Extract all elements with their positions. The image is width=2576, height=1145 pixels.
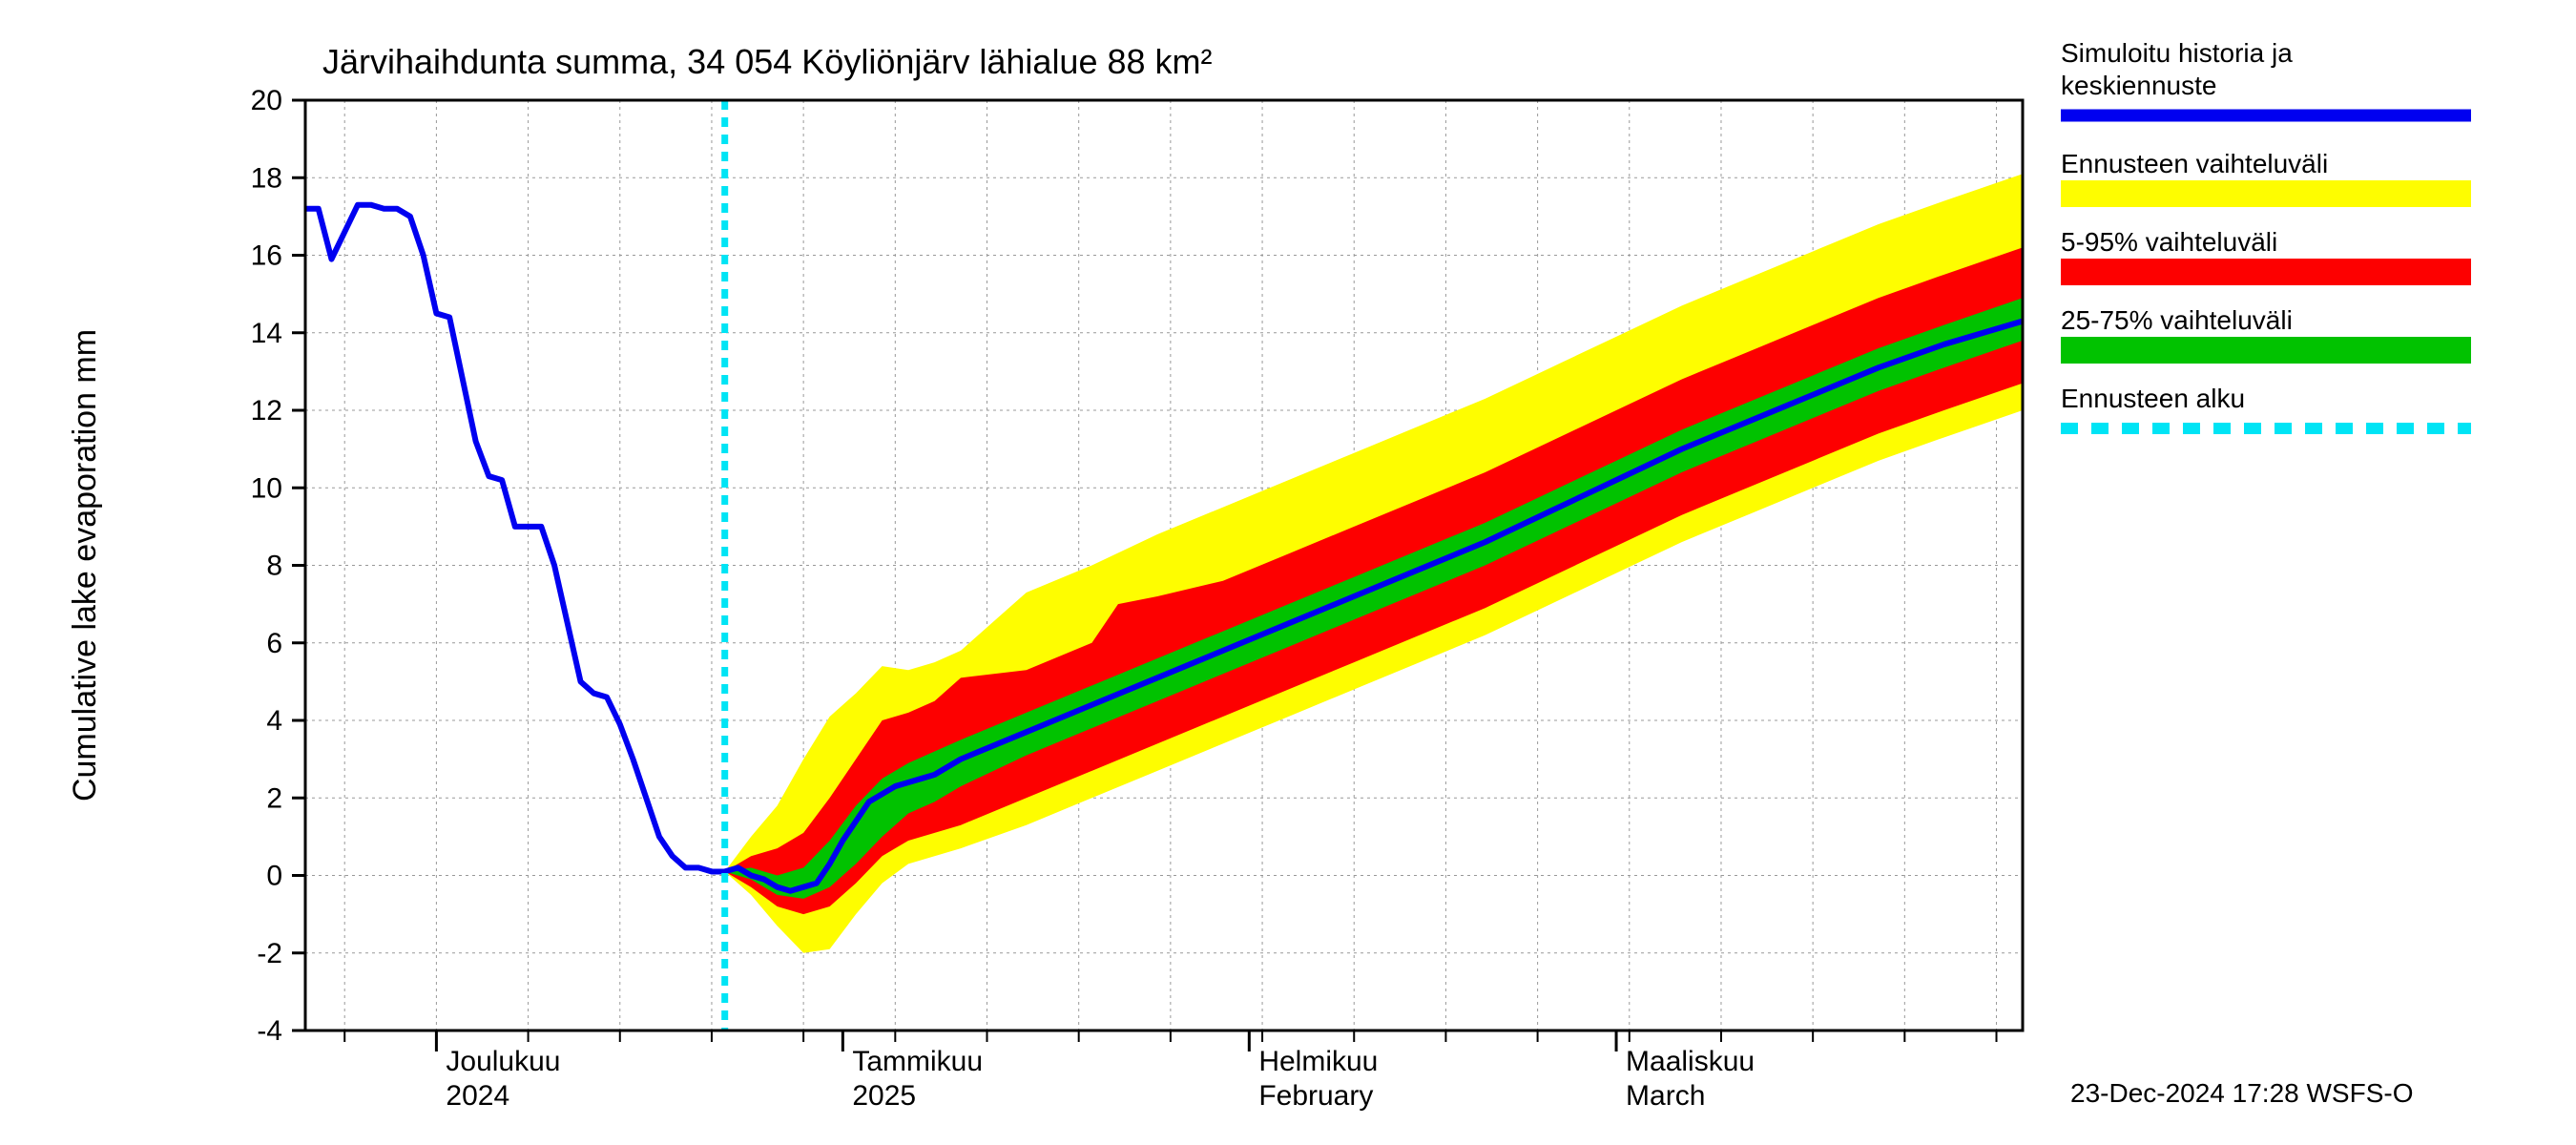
ytick-label: 18 bbox=[251, 162, 282, 194]
legend-label: Ennusteen alku bbox=[2061, 384, 2245, 413]
ytick-label: 14 bbox=[251, 318, 282, 349]
legend-label: 25-75% vaihteluväli bbox=[2061, 305, 2293, 335]
month-label-top: Helmikuu bbox=[1258, 1046, 1378, 1077]
ytick-label: 8 bbox=[266, 551, 282, 582]
month-label-bottom: 2024 bbox=[446, 1080, 509, 1112]
ytick-label: 20 bbox=[251, 85, 282, 116]
ytick-label: 0 bbox=[266, 861, 282, 892]
chart-title: Järvihaihdunta summa, 34 054 Köyliönjärv… bbox=[322, 42, 1213, 81]
month-label-top: Joulukuu bbox=[446, 1046, 560, 1077]
ytick-label: 10 bbox=[251, 472, 282, 504]
legend-swatch-icon bbox=[2061, 259, 2471, 285]
ytick-label: -2 bbox=[257, 938, 282, 969]
ytick-label: 4 bbox=[266, 705, 282, 737]
legend-label: Ennusteen vaihteluväli bbox=[2061, 149, 2328, 178]
month-label-top: Maaliskuu bbox=[1626, 1046, 1755, 1077]
month-label-bottom: February bbox=[1258, 1080, 1373, 1112]
ytick-label: 12 bbox=[251, 395, 282, 427]
month-label-bottom: 2025 bbox=[852, 1080, 916, 1112]
ytick-label: -4 bbox=[257, 1015, 282, 1047]
legend-label: Simuloitu historia ja bbox=[2061, 38, 2293, 68]
month-label-top: Tammikuu bbox=[852, 1046, 983, 1077]
ytick-label: 6 bbox=[266, 628, 282, 659]
footer-timestamp: 23-Dec-2024 17:28 WSFS-O bbox=[2070, 1078, 2414, 1108]
y-axis-label: Cumulative lake evaporation mm bbox=[67, 329, 103, 802]
ytick-label: 16 bbox=[251, 240, 282, 272]
legend-label: 5-95% vaihteluväli bbox=[2061, 227, 2277, 257]
legend-swatch-icon bbox=[2061, 337, 2471, 364]
ytick-label: 2 bbox=[266, 782, 282, 814]
legend-label2: keskiennuste bbox=[2061, 71, 2216, 100]
legend-swatch-icon bbox=[2061, 180, 2471, 207]
month-label-bottom: March bbox=[1626, 1080, 1705, 1112]
chart: Järvihaihdunta summa, 34 054 Köyliönjärv… bbox=[0, 0, 2576, 1145]
